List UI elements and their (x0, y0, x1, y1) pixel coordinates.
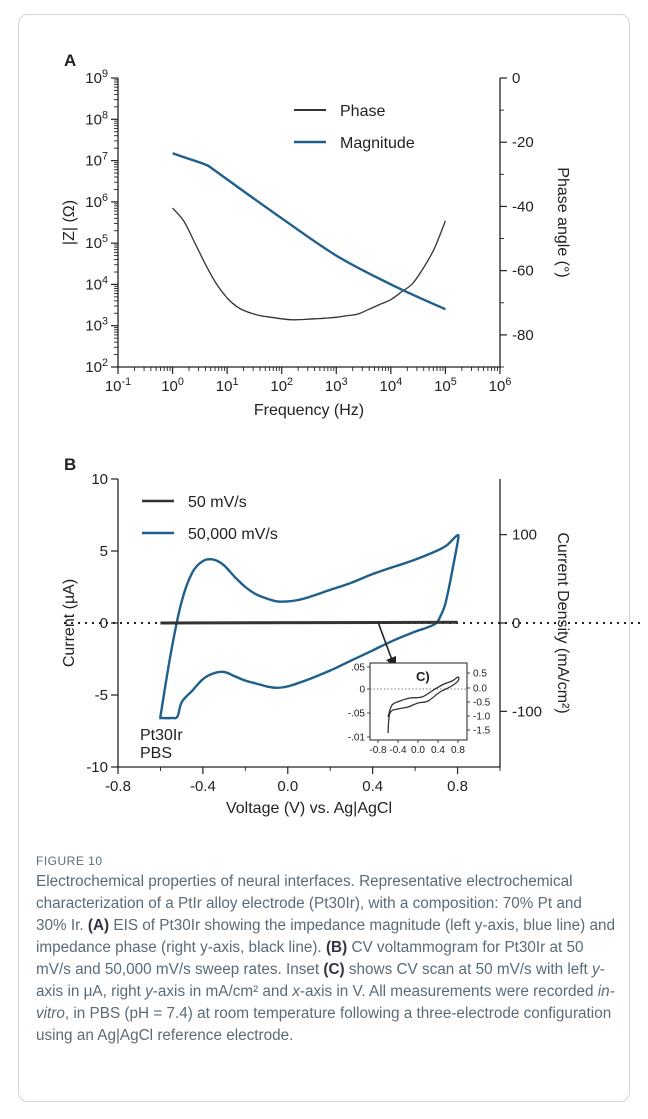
caption-c-text-4: -axis in V. All measurements were record… (299, 983, 594, 1000)
inset-y-tick-label: .05 (351, 663, 365, 674)
panel-a-y2-tick-label: -60 (512, 263, 534, 280)
caption-c-text-3: -axis in mA/cm² and (152, 983, 288, 1000)
panel-a-x-tick-label: 101 (216, 376, 239, 395)
panel-a-label: A (64, 51, 76, 70)
figure-number: FIGURE 10 (36, 854, 103, 868)
panel-a-y2-tick-label: -80 (512, 327, 534, 344)
panel-b-y2-tick-label: 0 (512, 615, 520, 632)
panel-a-legend-label: Phase (340, 103, 385, 120)
panel-b-y-tick-label: -5 (95, 687, 108, 704)
panel-b-y-tick-label: 5 (100, 543, 108, 560)
inset-x-tick-label: -0.4 (389, 745, 407, 756)
panel-a-y-tick-label: 108 (85, 109, 108, 128)
panel-a-x-tick-label: 104 (380, 376, 403, 395)
inset-x-tick-label: -0.8 (369, 745, 387, 756)
panel-b-y-axis-label: Current (µA) (61, 579, 78, 667)
panel-a-legend-label: Magnitude (340, 135, 415, 152)
panel-a-y-tick-label: 107 (85, 151, 108, 170)
panel-a-y2-tick-label: -20 (512, 134, 534, 151)
panel-a-series-line-magnitude (172, 152, 446, 311)
caption-in-vitro: in-vitro (36, 983, 615, 1022)
panel-b-label: B (64, 455, 76, 474)
panel-b-chart: -0.8 -0.4 0.0 0.4 0.81050-5-101000-100Voltag… (61, 471, 640, 817)
panel-b-x-axis-label: Voltage (V) vs. Ag|AgCl (226, 800, 392, 817)
inset-label: C) (416, 669, 430, 684)
panel-a-y2-tick-label: 0 (512, 70, 520, 87)
inset-x-tick-label: 0.4 (431, 745, 445, 756)
caption-x-italic: x (292, 983, 300, 1000)
panel-b-legend-label: 50,000 mV/s (188, 526, 278, 543)
panel-b-series-fast-line (159, 533, 460, 720)
panel-b-series-slow-line (160, 620, 458, 625)
panel-a-x-tick-label: 102 (270, 376, 293, 395)
inset-x-tick-label: 0.8 (451, 745, 465, 756)
caption-b-marker: (B) (325, 939, 348, 956)
panel-a-y-tick-label: 109 (85, 68, 108, 87)
panel-a-x-tick-label: 103 (325, 376, 348, 395)
panel-a-x-tick-label: 105 (434, 376, 457, 395)
panel-b-y-tick-label: -10 (86, 759, 108, 776)
panel-b-y-tick-label: 10 (91, 471, 108, 488)
inset-x-tick-label: 0.0 (411, 745, 425, 756)
figure-frame (18, 14, 630, 1102)
caption-b-text: CV voltammogram for Pt30Ir at 50 mV/s an… (36, 939, 584, 978)
panel-b-annotation-text: Pt30Ir (140, 727, 183, 744)
inset-y-tick-label: -.05 (348, 709, 366, 720)
panel-b-legend-label: 50 mV/s (188, 494, 247, 511)
caption-c-marker: (C) (323, 961, 345, 978)
inset-y2-tick-label: -0.5 (473, 698, 491, 709)
panel-a-y2-axis-label: Phase angle (°) (554, 167, 571, 277)
caption-a-text: EIS of Pt30Ir showing the impedance magn… (36, 917, 616, 956)
caption-y-italic-2: y (145, 983, 153, 1000)
caption-lead: Electrochemical properties of neural int… (36, 873, 582, 934)
inset-y2-tick-label: 0.5 (473, 669, 487, 680)
inset-cv-loop (387, 676, 460, 734)
inset-y2-tick-label: -1.0 (473, 712, 491, 723)
panel-b-y2-tick-label: 100 (512, 527, 537, 544)
panel-a-y-tick-label: 104 (85, 274, 108, 293)
panel-b-x-tick-label: 0.4 (362, 778, 383, 795)
panel-a-x-axis-label: Frequency (Hz) (254, 402, 364, 419)
caption-c-text-5: , in PBS (pH = 7.4) at room temperature … (36, 1005, 612, 1044)
inset-y2-tick-label: -1.5 (473, 726, 491, 737)
caption-y-italic-1: y (592, 961, 600, 978)
panel-b-inset-arrow-line (377, 621, 393, 661)
panel-a-x-tick-label: 100 (161, 376, 184, 395)
panel-b-x-tick-label: -0.4 (190, 778, 216, 795)
panel-a-chart: 10-1 100 101 102 103 104 105 106 102 103 104 105 106… (61, 68, 571, 419)
caption-a-marker: (A) (87, 917, 110, 934)
caption-text: Electrochemical properties of neural int… (36, 871, 616, 1047)
panel-b-y-tick-label: 0 (100, 615, 108, 632)
panel-a-x-tick-label: 10-1 (105, 376, 131, 395)
panel-b-x-tick-label: 0.0 (277, 778, 298, 795)
panel-a-y-axis-label: |Z| (Ω) (61, 200, 78, 245)
panel-a-axes-frame (117, 78, 501, 368)
panel-b-x-tick-label: 0.8 (447, 778, 468, 795)
panel-b-x-tick-label: -0.8 (105, 778, 131, 795)
panel-b-annotation-text: PBS (140, 745, 172, 762)
caption-c-text-1: shows CV scan at 50 mV/s with left (348, 961, 588, 978)
panel-a-y-tick-label: 105 (85, 233, 108, 252)
figure-chart-area: A 10-1 100 101 102 103 104 105 1061021031041051… (61, 51, 640, 817)
inset-y2-tick-label: 0.0 (473, 684, 487, 695)
panel-a-y-tick-label: 106 (85, 192, 108, 211)
panel-b-y2-tick-label: -100 (512, 703, 542, 720)
panel-a-y2-tick-label: -40 (512, 198, 534, 215)
inset-y-tick-label: 0 (359, 685, 365, 696)
panel-a-x-tick-label: 106 (489, 376, 512, 395)
figure-caption: FIGURE 10 Electrochemical properties of … (36, 854, 616, 1047)
panel-a-series-line-phase (172, 207, 447, 321)
inset-frame (369, 662, 468, 741)
panel-a-y-tick-label: 103 (85, 316, 108, 335)
panel-a-y-tick-label: 102 (85, 357, 108, 376)
caption-c-text-2: -axis in μA, right (36, 961, 605, 1000)
inset-y-tick-label: -.01 (348, 733, 366, 744)
